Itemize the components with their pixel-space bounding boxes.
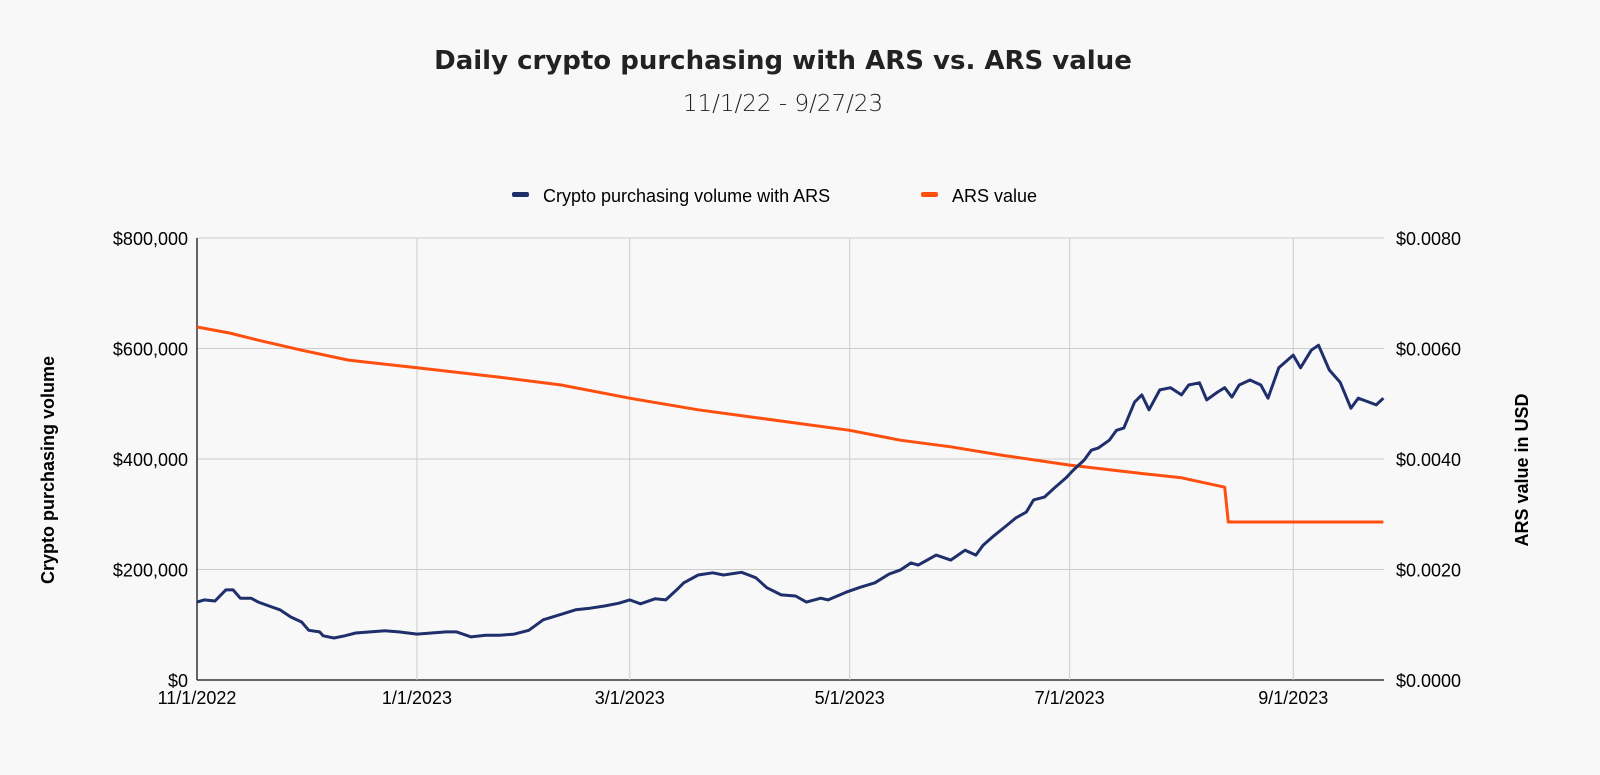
y-tick-label: $0 [168, 671, 188, 691]
ars-value-line [196, 325, 1384, 524]
chart-title: Daily crypto purchasing with ARS vs. ARS… [434, 46, 1132, 76]
x-tick-label: 11/1/2022 [158, 688, 237, 708]
x-axis: 11/1/2022 1/1/2023 3/1/2023 5/1/2023 7/1/202… [158, 688, 1329, 708]
legend-label-volume: Crypto purchasing volume with ARS [543, 186, 830, 206]
y-tick-label: $800,000 [113, 229, 188, 249]
legend-swatch-volume [512, 192, 529, 197]
x-tick-label: 7/1/2023 [1035, 688, 1105, 708]
y-tick-label: $200,000 [113, 561, 188, 581]
x-tick-label: 3/1/2023 [595, 688, 665, 708]
x-tick-label: 1/1/2023 [382, 688, 452, 708]
y2-tick-label: $0.0080 [1396, 229, 1461, 249]
crypto-volume-line [196, 343, 1385, 640]
y-axis-title: Crypto purchasing volume [38, 356, 58, 584]
legend-label-ars: ARS value [952, 186, 1037, 206]
y2-tick-label: $0.0040 [1396, 450, 1461, 470]
x-tick-label: 9/1/2023 [1258, 688, 1328, 708]
x-tick-label: 5/1/2023 [815, 688, 885, 708]
y-axis-left: $0 $200,000 $400,000 $600,000 $800,000 [113, 229, 188, 691]
legend: Crypto purchasing volume with ARS ARS va… [512, 186, 1037, 206]
y-tick-label: $400,000 [113, 450, 188, 470]
y2-axis-title: ARS value in USD [1512, 393, 1532, 546]
y2-tick-label: $0.0000 [1396, 671, 1461, 691]
y2-tick-label: $0.0060 [1396, 340, 1461, 360]
chart-subtitle: 11/1/22 - 9/27/23 [683, 91, 883, 117]
legend-swatch-ars [921, 192, 938, 197]
y2-tick-label: $0.0020 [1396, 561, 1461, 581]
gridlines [196, 237, 1384, 681]
y-tick-label: $600,000 [113, 340, 188, 360]
series-lines [196, 325, 1385, 640]
y-axis-right: $0.0000 $0.0020 $0.0040 $0.0060 $0.0080 [1396, 229, 1461, 691]
